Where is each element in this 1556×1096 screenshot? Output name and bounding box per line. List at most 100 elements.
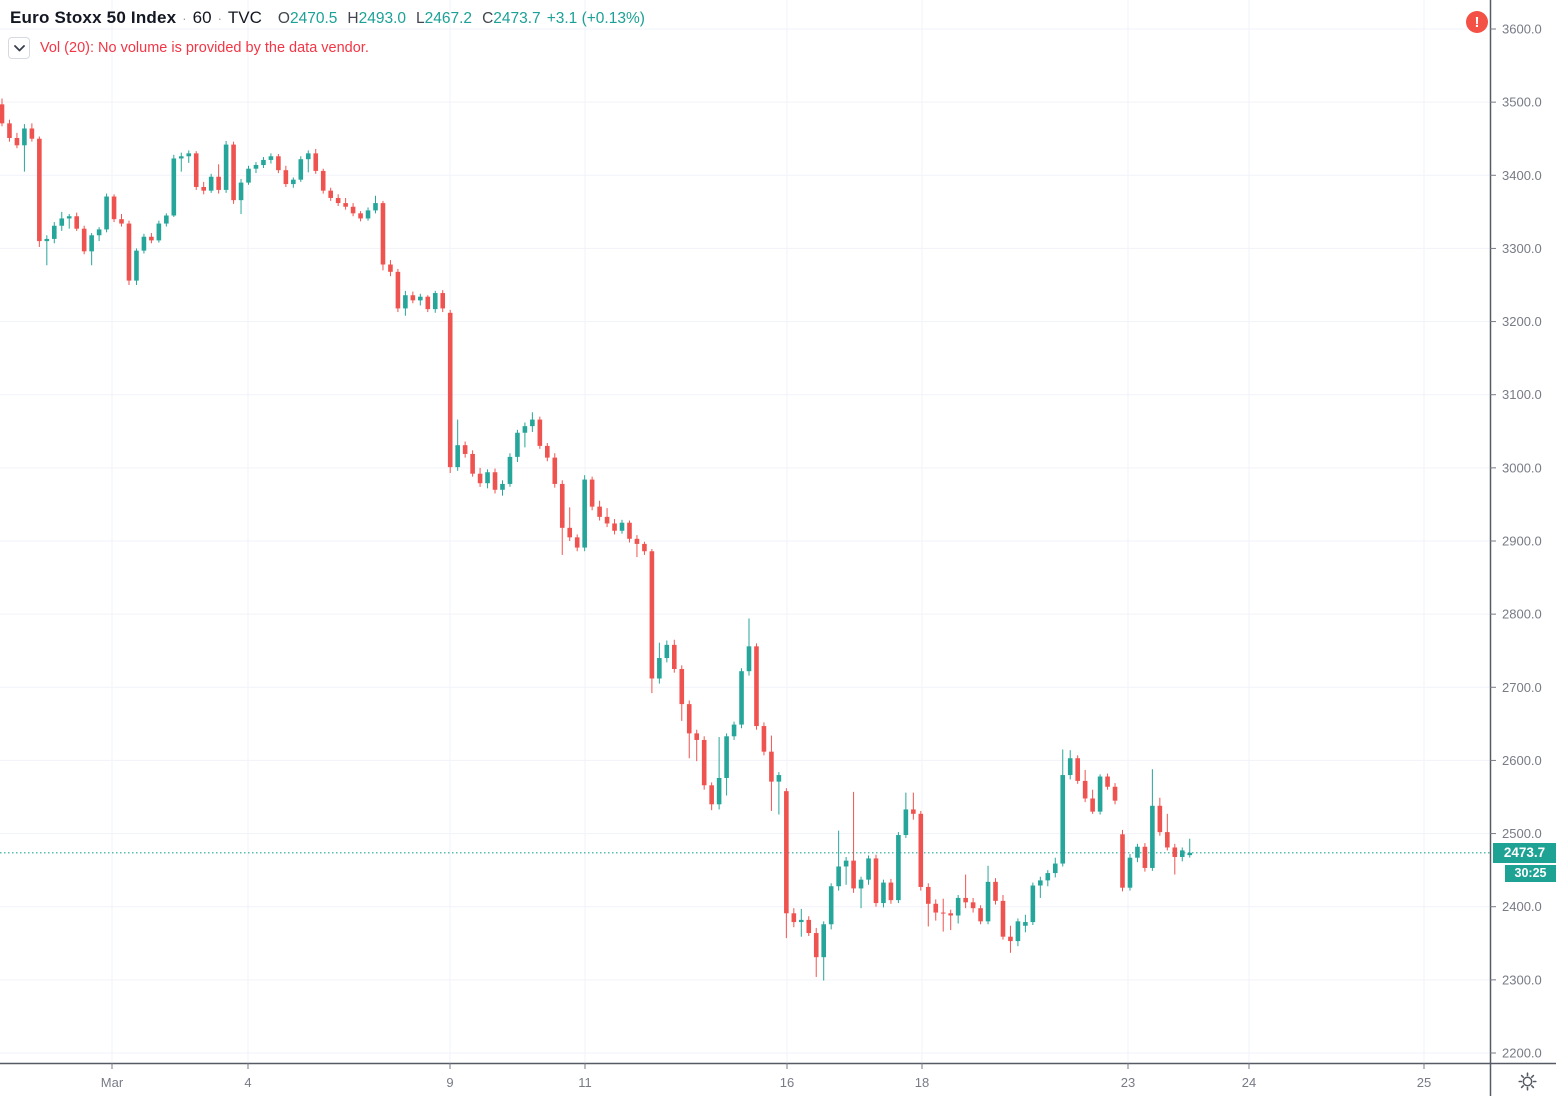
candle-body (291, 179, 296, 185)
candle (1023, 914, 1028, 933)
time-tick-label[interactable]: 4 (244, 1075, 251, 1090)
candle-body (836, 866, 841, 887)
price-tick-label[interactable]: 2300.0 (1502, 972, 1542, 987)
candle (828, 883, 834, 930)
candle (216, 164, 221, 194)
time-axis[interactable]: Mar 4 9 11 16 18 23 24 25 (101, 1063, 1431, 1090)
time-tick-label[interactable]: Mar (101, 1075, 124, 1090)
low-value: 2467.2 (424, 10, 473, 27)
price-tick-label[interactable]: 2700.0 (1502, 680, 1542, 695)
candle (1135, 843, 1140, 863)
price-tick-label[interactable]: 3000.0 (1502, 460, 1542, 475)
time-tick-label[interactable]: 24 (1242, 1075, 1256, 1090)
low-label: L (416, 10, 425, 27)
candle-body (746, 646, 752, 672)
price-tick-label[interactable]: 3400.0 (1502, 168, 1542, 183)
candle-body (1008, 936, 1013, 942)
time-tick-label[interactable]: 9 (446, 1075, 453, 1090)
candle-body (365, 210, 371, 219)
candle (1165, 813, 1170, 851)
candle-body (126, 223, 132, 281)
candle (694, 729, 700, 762)
time-tick-label[interactable]: 25 (1417, 1075, 1431, 1090)
time-tick-label[interactable]: 11 (578, 1075, 592, 1090)
candle-body (201, 186, 206, 191)
candle (791, 908, 797, 928)
price-tick-label[interactable]: 2200.0 (1502, 1046, 1542, 1061)
price-tick-label[interactable]: 3100.0 (1502, 387, 1542, 402)
candle-body (14, 137, 20, 146)
candle (948, 909, 953, 931)
candle-body (828, 886, 834, 925)
candle (470, 450, 475, 477)
time-tick-label[interactable]: 23 (1121, 1075, 1135, 1090)
candle-body (978, 908, 983, 922)
candles-group (0, 98, 1193, 981)
candle-body (1060, 775, 1066, 864)
candle (903, 792, 909, 838)
candle (559, 480, 565, 555)
candle-body (74, 216, 79, 229)
error-exclamation-icon[interactable]: ! (1466, 11, 1488, 33)
price-tick-label[interactable]: 2500.0 (1502, 826, 1542, 841)
gear-glyph (1517, 1071, 1537, 1091)
time-tick-label[interactable]: 16 (780, 1075, 794, 1090)
candle-body (134, 250, 139, 281)
candle-body (866, 858, 871, 880)
separator-dot: · (182, 11, 187, 26)
candle-body (858, 879, 864, 889)
candle (343, 197, 348, 210)
candle-body (89, 235, 94, 252)
price-tick-label[interactable]: 3300.0 (1502, 241, 1542, 256)
candle (672, 639, 677, 673)
price-tick-label[interactable]: 3500.0 (1502, 95, 1542, 110)
candle (1008, 925, 1013, 953)
candle-body (1067, 758, 1073, 776)
candle-body (305, 153, 311, 160)
candle-body (447, 312, 453, 468)
candle-body (418, 296, 423, 301)
price-tick-label[interactable]: 2600.0 (1502, 753, 1542, 768)
time-tick-label[interactable]: 18 (915, 1075, 929, 1090)
price-tick-label[interactable]: 3200.0 (1502, 314, 1542, 329)
candle (492, 468, 498, 494)
candle-body (552, 457, 558, 484)
candle (552, 453, 558, 488)
candle-body (627, 522, 632, 539)
candle (836, 830, 841, 891)
candle (896, 832, 901, 904)
interval-value[interactable]: 60 (192, 8, 212, 27)
symbol-title[interactable]: Euro Stoxx 50 Index (10, 8, 177, 27)
candle-body (440, 293, 446, 309)
candle (522, 422, 528, 448)
settings-gear-icon[interactable] (1516, 1070, 1538, 1092)
candle-body (694, 733, 700, 740)
candle (851, 791, 856, 893)
candle-body (276, 156, 281, 171)
candle (37, 136, 42, 247)
candle-body (350, 206, 356, 214)
candle-body (903, 809, 909, 836)
candle-body (395, 271, 401, 309)
candle-body (597, 506, 602, 517)
price-axis[interactable]: 3600.0 3500.0 3400.0 3300.0 3200.0 3100.0 3000… (1490, 22, 1542, 1061)
price-tick-label[interactable]: 2800.0 (1502, 607, 1542, 622)
bar-close-countdown: 30:25 (1505, 864, 1556, 882)
candle (1090, 789, 1095, 814)
candle-body (29, 128, 35, 139)
candle (918, 810, 924, 891)
collapse-indicator-button[interactable] (8, 37, 30, 59)
candle-body (1090, 798, 1095, 812)
candle (1179, 847, 1185, 862)
candle-body (754, 646, 759, 727)
candle-body (358, 213, 363, 219)
candle (440, 290, 446, 313)
price-tick-label[interactable]: 2900.0 (1502, 534, 1542, 549)
candle-body (821, 924, 826, 958)
candle (350, 203, 356, 217)
price-tick-label[interactable]: 3600.0 (1502, 22, 1542, 37)
price-tick-label[interactable]: 2400.0 (1502, 899, 1542, 914)
candle-body (22, 128, 27, 146)
